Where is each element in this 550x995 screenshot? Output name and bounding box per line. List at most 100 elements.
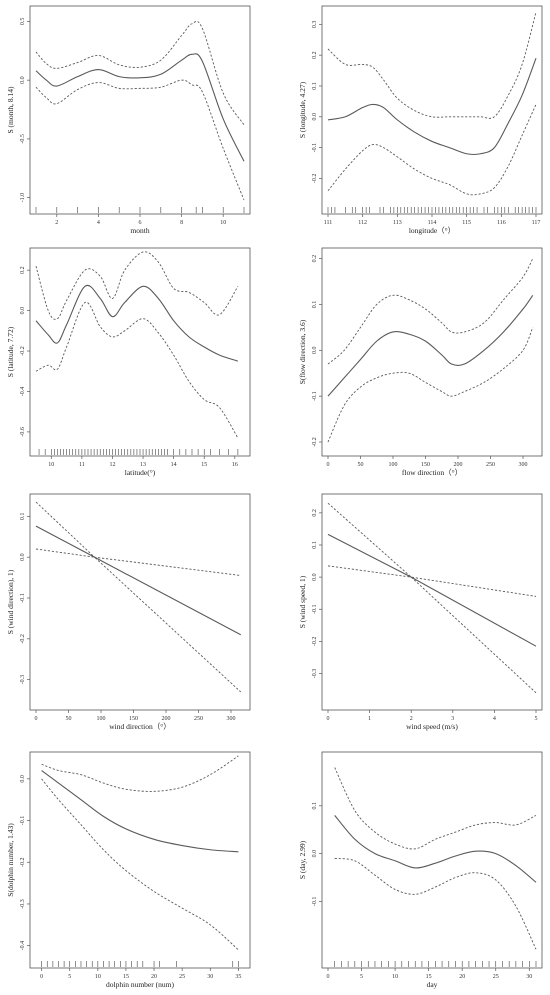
x-tick-label: 116 — [497, 220, 506, 226]
y-tick-label: 0.2 — [312, 255, 318, 263]
upper-confidence-band — [334, 767, 537, 850]
x-tick-label: 2 — [410, 716, 413, 722]
x-tick-label: 35 — [235, 974, 241, 980]
chart-panel-4: -0.2 -0.1 0.0 0.1 0.2 0 50 100 150 200 250 300 flow … — [298, 247, 543, 477]
y-tick-label: -0.2 — [20, 858, 26, 868]
x-tick-label: 15 — [201, 462, 207, 468]
y-tick-label: -0.6 — [20, 427, 26, 437]
y-tick-label: 0.2 — [312, 51, 318, 59]
x-axis-label: flow direction（°） — [402, 468, 462, 477]
x-tick-label: 10 — [220, 220, 226, 226]
smooth-fit-line — [35, 525, 242, 636]
y-tick-label: 0.5 — [20, 18, 26, 26]
y-tick-label: -1.0 — [20, 193, 26, 203]
x-tick-label: 15 — [426, 974, 432, 980]
y-axis-label: S (latitude, 7.72) — [6, 326, 15, 377]
y-tick-label: -0.1 — [312, 604, 318, 614]
y-axis-label: S (wind speed, 1) — [298, 575, 307, 628]
smooth-fit-line — [327, 294, 534, 397]
chart-panel-2: -0.2 -0.1 0.0 0.1 0.2 0.3 111 112 113 114 115 116 11… — [298, 5, 543, 235]
y-tick-label: 0.1 — [312, 301, 318, 309]
y-tick-label: -0.3 — [20, 675, 26, 685]
y-tick-label: 0.2 — [20, 266, 26, 274]
x-tick-label: 250 — [486, 462, 495, 468]
x-tick-label: 50 — [66, 716, 72, 722]
x-tick-label: 50 — [358, 462, 364, 468]
x-tick-label: 300 — [519, 462, 528, 468]
x-tick-label: 3 — [451, 716, 454, 722]
x-tick-label: 5 — [360, 974, 363, 980]
upper-confidence-band — [327, 502, 537, 597]
plot-frame — [29, 247, 251, 457]
upper-confidence-band — [327, 11, 537, 119]
x-tick-label: 112 — [358, 220, 367, 226]
plot-frame — [29, 493, 251, 711]
x-tick-label: 10 — [95, 974, 101, 980]
x-tick-label: 113 — [393, 220, 402, 226]
y-tick-label: -0.4 — [20, 941, 26, 951]
plot-frame — [29, 751, 251, 969]
x-tick-label: 0 — [327, 974, 330, 980]
x-tick-label: 4 — [493, 716, 496, 722]
lower-confidence-band — [327, 327, 534, 443]
plot-frame — [321, 5, 543, 215]
lower-confidence-band — [35, 548, 242, 693]
x-tick-label: 6 — [139, 220, 142, 226]
x-tick-label: 30 — [526, 974, 532, 980]
x-tick-label: 0 — [35, 716, 38, 722]
x-tick-label: 4 — [97, 220, 100, 226]
x-tick-label: 0 — [327, 462, 330, 468]
upper-confidence-band — [41, 755, 239, 792]
x-axis-label: latitude(°) — [125, 468, 156, 477]
x-tick-label: 150 — [129, 716, 138, 722]
lower-confidence-band — [35, 301, 239, 439]
y-tick-label: 0.0 — [312, 113, 318, 121]
x-tick-label: 100 — [97, 716, 106, 722]
y-axis-label: S (longitude, 4.27) — [298, 81, 307, 138]
upper-confidence-band — [35, 20, 245, 126]
chart-panel-1: -1.0 -0.5 0.0 0.5 2 4 6 8 10 month S (month, 8.14) — [6, 5, 251, 235]
x-tick-label: 5 — [535, 716, 538, 722]
x-axis-label: dolphin number (num) — [106, 980, 174, 989]
upper-confidence-band — [35, 501, 241, 576]
x-tick-label: 200 — [454, 462, 463, 468]
y-tick-label: -0.4 — [20, 387, 26, 397]
y-tick-label: -0.1 — [312, 143, 318, 153]
y-tick-label: 0.1 — [312, 82, 318, 90]
x-tick-label: 20 — [151, 974, 157, 980]
x-tick-label: 150 — [421, 462, 430, 468]
x-tick-label: 8 — [180, 220, 183, 226]
chart-panel-3: -0.6 -0.4 -0.2 0.0 0.2 10 11 12 13 14 15 16 latitude… — [6, 247, 251, 477]
y-axis-label: S(flow direction, 3.6) — [298, 319, 307, 384]
y-tick-label: 0.0 — [20, 553, 26, 561]
x-tick-label: 10 — [392, 974, 398, 980]
y-tick-label: 0.1 — [312, 802, 318, 810]
smooth-fit-line — [35, 284, 239, 362]
plot-frame — [29, 5, 251, 215]
chart-panel-7: -0.4 -0.3 -0.2 -0.1 0.0 0 5 10 15 20 25 30 35 dolphin… — [6, 751, 251, 989]
upper-confidence-band — [35, 251, 239, 320]
x-tick-label: 0 — [327, 716, 330, 722]
lower-confidence-band — [327, 565, 537, 694]
y-axis-label: S (month, 8.14) — [6, 86, 15, 134]
x-axis-label: month — [130, 226, 149, 235]
x-tick-label: 25 — [493, 974, 499, 980]
y-tick-label: 0.0 — [312, 850, 318, 858]
x-tick-label: 115 — [462, 220, 471, 226]
x-tick-label: 16 — [232, 462, 238, 468]
x-tick-label: 30 — [207, 974, 213, 980]
y-axis-label: S (wind direction), 1) — [6, 569, 15, 634]
y-tick-label: -0.2 — [312, 174, 318, 184]
y-axis-label: S (day, 2.99) — [298, 840, 307, 879]
y-tick-label: -0.2 — [312, 437, 318, 447]
y-tick-label: -0.3 — [312, 669, 318, 679]
x-axis-label: day — [427, 980, 438, 989]
x-tick-label: 117 — [532, 220, 541, 226]
x-tick-label: 300 — [227, 716, 236, 722]
x-tick-label: 114 — [428, 220, 437, 226]
y-tick-label: 0.1 — [312, 541, 318, 549]
y-tick-label: -0.2 — [312, 637, 318, 647]
x-tick-label: 12 — [109, 462, 115, 468]
x-tick-label: 0 — [40, 974, 43, 980]
y-tick-label: 0.0 — [20, 775, 26, 783]
